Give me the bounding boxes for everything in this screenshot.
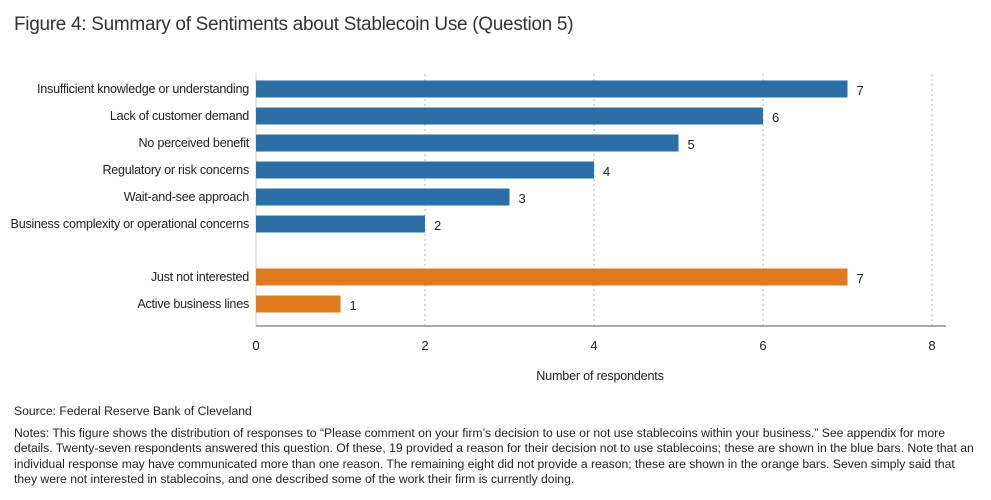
x-axis-title: Number of respondents [536, 369, 663, 383]
category-label-7: Active business lines [137, 297, 249, 311]
notes-text: Notes: This figure shows the distributio… [14, 425, 974, 487]
bar-5 [256, 215, 425, 233]
x-tick-label-6: 6 [759, 338, 766, 353]
x-tick-label-0: 0 [252, 338, 259, 353]
data-label-0: 7 [857, 83, 864, 98]
bar-0 [256, 80, 848, 98]
data-label-6: 7 [857, 271, 864, 286]
data-label-1: 6 [772, 110, 779, 125]
bar-3 [256, 161, 594, 179]
data-label-4: 3 [519, 191, 526, 206]
source-text: Source: Federal Reserve Bank of Clevelan… [14, 404, 252, 418]
chart-title: Figure 4: Summary of Sentiments about St… [14, 14, 574, 35]
bar-1 [256, 107, 763, 125]
data-label-5: 2 [434, 218, 441, 233]
data-label-3: 4 [603, 164, 610, 179]
bar-4 [256, 188, 510, 206]
category-label-1: Lack of customer demand [110, 109, 249, 123]
category-label-2: No perceived benefit [138, 136, 249, 150]
bar-chart: Insufficient knowledge or understanding 7… [11, 74, 946, 383]
bar-7 [256, 295, 341, 313]
category-label-6: Just not interested [151, 270, 249, 284]
category-label-3: Regulatory or risk concerns [102, 163, 249, 177]
category-label-4: Wait-and-see approach [124, 190, 249, 204]
bar-2 [256, 134, 679, 152]
data-label-2: 5 [688, 137, 695, 152]
category-label-0: Insufficient knowledge or understanding [37, 82, 249, 96]
chart-footer: Source: Federal Reserve Bank of Clevelan… [14, 404, 976, 488]
bar-6 [256, 268, 848, 286]
data-label-7: 1 [350, 298, 357, 313]
x-tick-label-8: 8 [928, 338, 935, 353]
x-tick-label-4: 4 [590, 338, 597, 353]
category-label-5: Business complexity or operational conce… [11, 217, 249, 231]
x-tick-label-2: 2 [421, 338, 428, 353]
